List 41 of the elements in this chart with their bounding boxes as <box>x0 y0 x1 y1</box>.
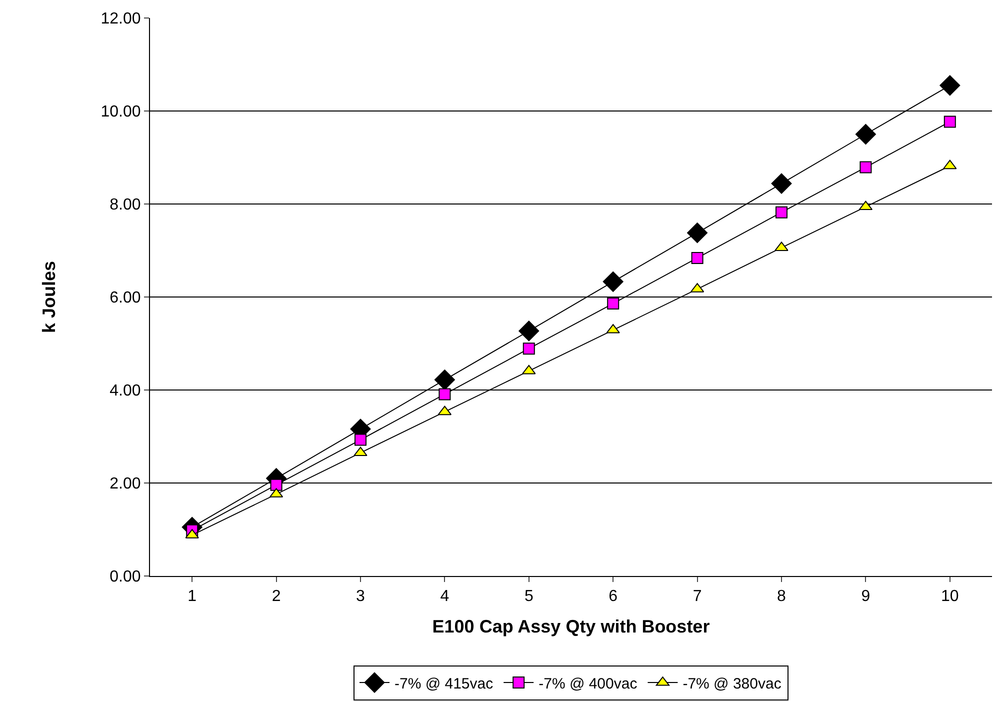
x-tick-label: 9 <box>861 588 870 606</box>
x-tick-label: 3 <box>356 588 366 606</box>
point <box>855 124 876 144</box>
point <box>602 271 624 292</box>
point <box>943 160 957 170</box>
x-tick-label: 5 <box>524 588 534 606</box>
point <box>771 173 792 194</box>
x-tick-label: 2 <box>272 588 281 606</box>
y-tick-label: 4.00 <box>110 382 141 400</box>
point <box>354 446 368 456</box>
legend-label: -7% @ 415vac <box>394 675 494 692</box>
y-tick-label: 2.00 <box>110 476 141 493</box>
legend-label: -7% @ 400vac <box>538 675 638 692</box>
point <box>354 434 366 446</box>
y-tick-label: 8.00 <box>110 196 141 214</box>
y-tick-label: 6.00 <box>110 290 141 307</box>
y-tick-label: 0.00 <box>110 568 141 586</box>
point <box>940 75 960 96</box>
legend-label: -7% @ 380vac <box>682 675 782 692</box>
point <box>691 252 704 264</box>
point <box>522 364 536 374</box>
point <box>860 161 872 174</box>
x-tick-label: 4 <box>440 588 450 606</box>
point <box>944 116 956 128</box>
x-tick-label: 6 <box>608 588 618 606</box>
point <box>438 388 451 400</box>
point <box>434 370 455 390</box>
y-tick-label: 12.00 <box>100 10 141 28</box>
y-axis-title: k Joules <box>38 260 59 334</box>
x-axis-title: E100 Cap Assy Qty with Booster <box>432 616 710 636</box>
point <box>776 206 788 218</box>
point <box>687 222 708 244</box>
point <box>522 342 535 355</box>
x-tick-label: 1 <box>188 588 197 606</box>
y-tick-label: 10.00 <box>100 104 141 121</box>
x-tick-label: 8 <box>777 588 786 606</box>
x-tick-label: 7 <box>692 588 702 606</box>
point <box>518 320 540 342</box>
x-tick-label: 10 <box>941 588 959 606</box>
point <box>270 478 282 491</box>
point <box>607 298 620 310</box>
